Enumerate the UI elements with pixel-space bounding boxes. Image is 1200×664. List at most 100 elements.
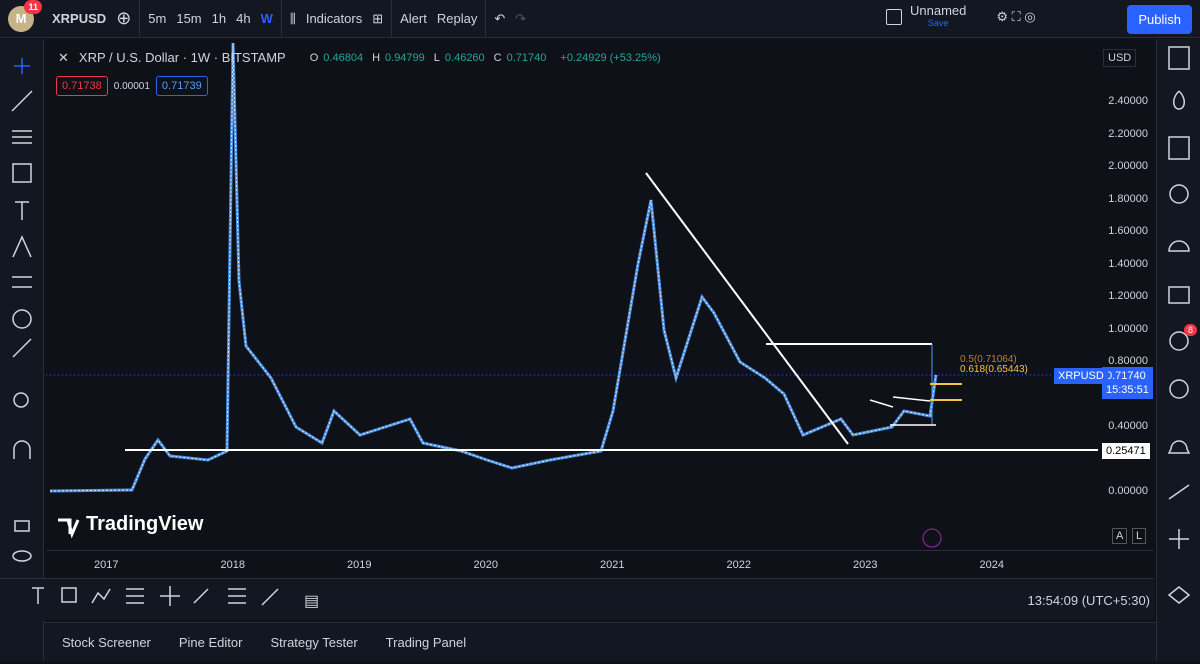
ohlc-value: 0.46260	[444, 52, 485, 64]
fib-tool[interactable]	[12, 130, 32, 144]
price-tick-label: 0.00000	[1108, 485, 1148, 497]
price-tick-label: 2.20000	[1108, 127, 1148, 140]
undo-group: ↶ ↷	[486, 0, 534, 38]
layout-checkbox[interactable]	[886, 9, 902, 25]
price-tick-label: 1.20000	[1108, 290, 1148, 302]
chart-type[interactable]: ⫼	[289, 10, 296, 26]
ohlc-key: H	[372, 52, 381, 64]
legend: ✕ XRP / U.S. Dollar · 1W · BITSTAMP O 0.4…	[58, 50, 661, 66]
price-tick-label: 1.80000	[1108, 192, 1148, 205]
prediction-tool[interactable]	[12, 276, 32, 288]
shape-tool[interactable]	[12, 163, 32, 183]
countdown: 15:35:51	[1106, 384, 1149, 396]
buy-button[interactable]: 0.71739	[155, 76, 208, 96]
chart-drawing	[49, 42, 1098, 493]
spread: 0.00001	[113, 80, 150, 92]
time-tick-label: 2024	[979, 559, 1004, 571]
ideas-badge: 8	[1184, 324, 1198, 336]
auto-scale-button[interactable]: A	[1112, 528, 1128, 544]
lock-tool[interactable]	[14, 520, 30, 532]
watermark: TradingView	[58, 513, 204, 539]
interval-button[interactable]: 4h	[236, 11, 251, 26]
price-tick-label: 1.00000	[1108, 322, 1148, 335]
price-series	[49, 42, 938, 493]
price-chart[interactable]: 0.5(0.71064) 0.618(0.65443) TradingView	[46, 40, 1100, 550]
interval-button[interactable]: W	[260, 11, 273, 26]
time-tick-label: 2019	[347, 559, 372, 571]
panel-tab[interactable]: Pine Editor	[178, 634, 243, 650]
layout-name[interactable]: Unnamed	[910, 3, 967, 18]
alert-button[interactable]: Alert	[400, 11, 427, 26]
undo-button[interactable]: ↶	[494, 10, 506, 26]
templates-button[interactable]: ⊞	[372, 10, 384, 26]
last-price: 0.71740	[1106, 370, 1146, 382]
crosshair-tool[interactable]	[14, 58, 30, 74]
zoom-tool[interactable]	[13, 392, 29, 408]
time-tick-label: 2021	[600, 559, 625, 571]
currency-button[interactable]: USD	[1103, 49, 1137, 67]
ohlc-key: L	[433, 52, 440, 64]
panel-tab[interactable]: Strategy Tester	[270, 634, 358, 650]
top-toolbar: M 11 XRPUSD ⊕ 5m 15m 1h 4h W ⫼ Indicators ⊞ Al…	[0, 0, 1200, 38]
price-tick-label: 0.40000	[1108, 420, 1148, 432]
time-tick-label: 2018	[220, 559, 245, 571]
support-tag: 0.25471	[1102, 443, 1150, 459]
drawing-tools	[11, 58, 33, 562]
text-tool[interactable]	[15, 201, 29, 220]
trend-line-tool[interactable]	[11, 90, 33, 112]
interval-button[interactable]: 5m	[148, 11, 167, 26]
emoji-tool[interactable]	[12, 309, 32, 329]
clock: 13:54:09 (UTC+5:30)	[1027, 593, 1150, 608]
fib-label: 0.618(0.65443)	[960, 364, 1028, 375]
interval-group: 5m 15m 1h 4h W	[140, 0, 282, 38]
price-tick-label: 2.40000	[1108, 95, 1148, 107]
date-range-button[interactable]: ▤	[304, 593, 320, 610]
avatar[interactable]: M 11	[8, 0, 42, 32]
pattern-tool[interactable]	[12, 235, 32, 258]
redo-button[interactable]: ↷	[515, 10, 527, 26]
save-status: Save	[927, 18, 949, 28]
notification-badge: 11	[24, 0, 42, 14]
symbol-tag: XRPUSD	[1054, 368, 1108, 384]
ohlc-value: 0.46804	[323, 52, 364, 64]
indicators-button[interactable]: Indicators	[305, 11, 363, 26]
bottom-panel: Stock Screener Pine Editor Strategy Tester…	[44, 622, 1156, 661]
layout-group: Unnamed Save ⚙ ⛶ ◎	[886, 4, 1036, 30]
price-tick-label: 0.80000	[1108, 355, 1148, 367]
price-wicks	[49, 42, 937, 492]
channel-lines	[869, 396, 936, 426]
status-bar: ▤ 13:54:09 (UTC+5:30)	[0, 578, 1154, 620]
right-sidebar: 8	[1156, 39, 1200, 661]
log-scale-button[interactable]: L	[1132, 528, 1147, 544]
sell-button[interactable]: 0.71738	[56, 76, 108, 96]
replay-button[interactable]: Replay	[436, 11, 478, 26]
magnet-tool[interactable]	[13, 440, 31, 459]
price-tick-label: 2.00000	[1108, 160, 1148, 172]
time-tick-label: 2023	[853, 559, 878, 571]
panel-tab[interactable]: Stock Screener	[62, 634, 151, 650]
quick-search[interactable]: ⚙ ⛶ ◎	[996, 9, 1036, 24]
fib-label: 0.5(0.71064)	[960, 354, 1017, 365]
symbol-search[interactable]: XRPUSD	[52, 11, 107, 26]
interval-button[interactable]: 15m	[176, 11, 202, 26]
price-axis: USD 0.71740 15:35:51 0.25471 A L 2.40000 2…	[1100, 40, 1154, 550]
ruler-tool[interactable]	[12, 338, 32, 358]
trading-buttons: 0.71738 0.00001 0.71739	[56, 76, 208, 96]
ohlc-key: C	[493, 52, 502, 64]
time-tick-label: 2022	[726, 559, 751, 571]
time-axis: 2017 2018 2019 2020 2021 2022 2023 2024	[46, 550, 1154, 578]
ohlc-value: 0.71740	[506, 52, 547, 64]
price-tick-label: 1.40000	[1108, 257, 1148, 270]
trend-line	[645, 172, 849, 445]
panel-tab[interactable]: Trading Panel	[385, 634, 467, 650]
compare-button[interactable]: ⊕	[116, 8, 132, 28]
indicators-group: ⫼ Indicators ⊞	[282, 0, 393, 38]
events-icon[interactable]	[922, 528, 942, 548]
close-symbol[interactable]: ✕	[58, 50, 69, 65]
symbol-title: XRP / U.S. Dollar · 1W · BITSTAMP	[78, 50, 286, 65]
visibility-tool[interactable]	[12, 550, 32, 562]
publish-button[interactable]: Publish	[1127, 5, 1192, 34]
interval-button[interactable]: 1h	[211, 11, 227, 26]
ohlc-value: 0.94799	[385, 52, 425, 64]
